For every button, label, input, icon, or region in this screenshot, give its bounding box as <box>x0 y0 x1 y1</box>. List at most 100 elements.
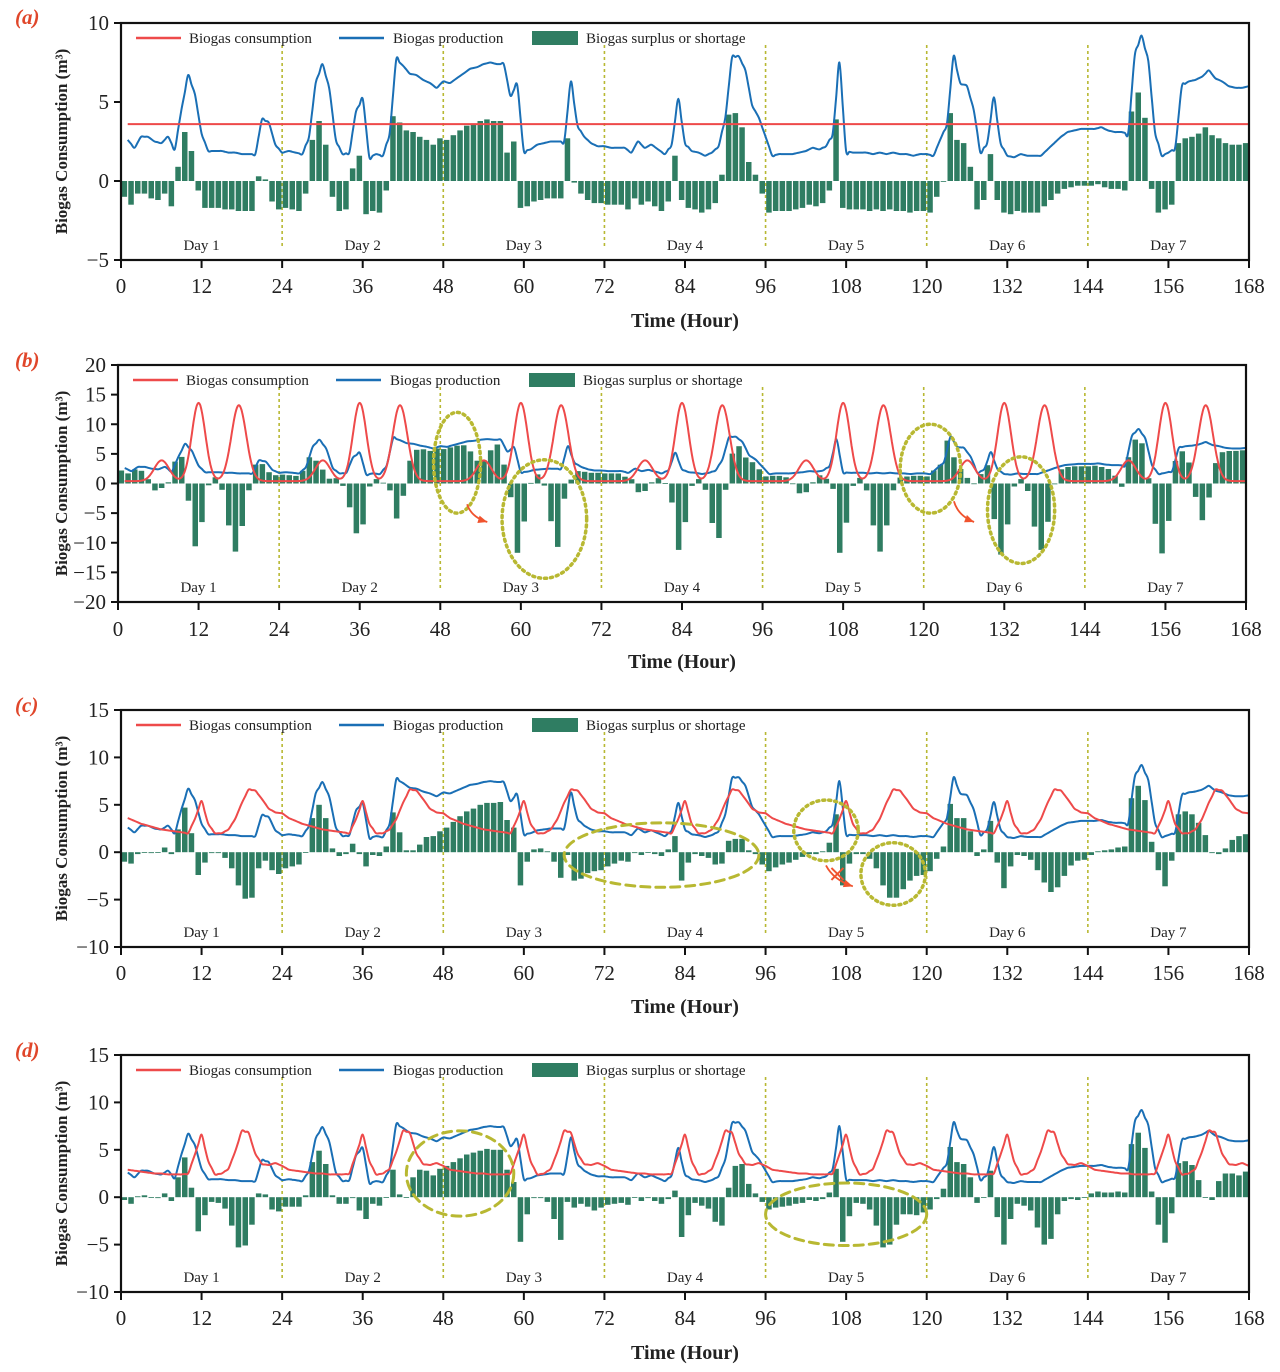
surplus-bar <box>1209 1197 1215 1200</box>
surplus-bar <box>1075 1197 1081 1200</box>
surplus-bar <box>954 1162 960 1198</box>
surplus-bar <box>1028 852 1034 860</box>
surplus-bar <box>1172 461 1179 484</box>
surplus-bar <box>732 113 739 181</box>
day-label: Day 4 <box>667 238 704 254</box>
surplus-bar <box>1162 852 1168 887</box>
surplus-bar <box>1209 135 1215 181</box>
surplus-bar <box>1115 181 1121 189</box>
x-axis-label: Time (Hour) <box>631 996 739 1018</box>
surplus-bar <box>1075 181 1081 186</box>
surplus-bar <box>1159 483 1165 554</box>
highlight-circle <box>792 798 860 863</box>
surplus-bar <box>336 181 342 211</box>
surplus-bar <box>772 1197 779 1208</box>
surplus-bar <box>158 483 165 488</box>
surplus-bar <box>877 483 883 552</box>
surplus-bar <box>242 852 248 899</box>
surplus-bar <box>551 852 557 862</box>
surplus-bar <box>390 116 396 181</box>
surplus-bar <box>759 181 765 194</box>
surplus-bar <box>705 1197 712 1209</box>
highlight-circle <box>431 410 483 515</box>
y-tick-label: −5 <box>87 1233 109 1257</box>
surplus-bar <box>501 464 507 484</box>
surplus-bar <box>746 162 752 181</box>
y-axis-label: Biogas Consumption (m³) <box>52 391 71 577</box>
surplus-bar <box>759 1197 765 1202</box>
surplus-bar <box>578 852 584 879</box>
surplus-bar <box>323 818 329 853</box>
surplus-bar <box>1041 181 1047 207</box>
x-tick-label: 168 <box>1233 961 1265 985</box>
surplus-bar <box>913 181 920 211</box>
surplus-bar <box>443 139 450 181</box>
surplus-bar <box>1202 1197 1209 1198</box>
surplus-bar <box>1014 181 1021 211</box>
surplus-bar <box>981 1197 987 1198</box>
surplus-bar <box>860 852 866 855</box>
surplus-bar <box>776 475 783 484</box>
surplus-bar <box>658 181 665 211</box>
surplus-bar <box>155 852 161 853</box>
surplus-bar <box>195 181 201 191</box>
legend: Biogas consumption Biogas production Bioga… <box>133 373 743 389</box>
surplus-bar <box>937 464 944 484</box>
surplus-bar <box>685 181 692 208</box>
surplus-bar <box>658 852 665 856</box>
surplus-bar <box>457 816 463 853</box>
x-tick-label: 156 <box>1153 274 1185 298</box>
surplus-bar <box>678 1197 685 1237</box>
x-tick-label: 24 <box>272 961 294 985</box>
day-label: Day 7 <box>1150 238 1187 254</box>
surplus-bar <box>857 477 863 484</box>
surplus-bar <box>564 1197 571 1202</box>
surplus-bar <box>387 483 393 491</box>
surplus-bar <box>1226 451 1232 484</box>
day-label: Day 5 <box>828 1270 864 1286</box>
surplus-bar <box>470 808 477 853</box>
legend: Biogas consumption Biogas production Bioga… <box>136 31 746 47</box>
surplus-bar <box>631 1197 638 1198</box>
surplus-bar <box>450 821 457 853</box>
surplus-bar <box>598 181 604 204</box>
surplus-bar <box>306 457 313 484</box>
surplus-bar <box>819 1197 826 1200</box>
surplus-bar <box>249 181 255 211</box>
surplus-bar <box>1075 852 1081 861</box>
surplus-bar <box>531 1197 537 1199</box>
day-label: Day 4 <box>664 580 701 596</box>
surplus-bar <box>1189 1165 1195 1198</box>
surplus-bar <box>1202 835 1209 853</box>
surplus-bar <box>235 181 242 211</box>
surplus-bar <box>118 470 125 484</box>
surplus-bar <box>960 818 967 853</box>
day-label: Day 1 <box>180 580 216 596</box>
surplus-bar <box>517 852 524 886</box>
highlight-circle <box>898 422 963 515</box>
surplus-bar <box>994 852 1000 863</box>
surplus-bar <box>249 1197 255 1225</box>
surplus-bar <box>302 1195 309 1198</box>
surplus-bar <box>665 849 671 853</box>
surplus-bar <box>558 852 564 878</box>
surplus-bar <box>309 1162 316 1198</box>
surplus-bar <box>195 852 201 875</box>
surplus-bar <box>625 852 631 862</box>
surplus-bar <box>699 181 705 213</box>
surplus-bar <box>1034 852 1041 871</box>
surplus-bar <box>296 181 302 211</box>
surplus-bar <box>1095 851 1101 853</box>
surplus-bar <box>1014 1197 1021 1204</box>
arrow-icon <box>953 501 975 523</box>
surplus-bar <box>984 465 991 484</box>
surplus-bar <box>1155 1197 1162 1225</box>
legend-label-production: Biogas production <box>393 31 504 47</box>
surplus-bar <box>155 181 161 200</box>
surplus-bar <box>145 479 151 484</box>
chart-panel-a: (a) Biogas Consumption (m³) Day 1 Day 2 Day … <box>15 5 1265 332</box>
surplus-bar <box>490 802 497 853</box>
surplus-bar <box>185 483 192 501</box>
surplus-bar <box>1182 138 1188 181</box>
surplus-bar <box>685 852 692 863</box>
